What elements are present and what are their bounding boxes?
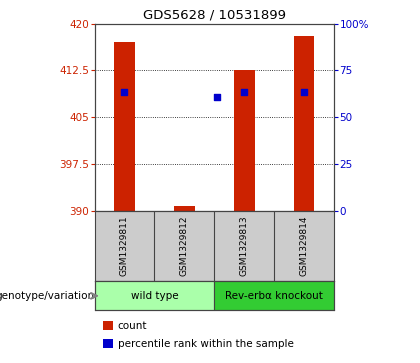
Bar [94,281,214,310]
Text: percentile rank within the sample: percentile rank within the sample [118,339,294,349]
Point [214,94,220,100]
Text: GSM1329811: GSM1329811 [120,216,129,276]
Bar [234,70,255,211]
Bar [294,36,315,211]
Title: GDS5628 / 10531899: GDS5628 / 10531899 [143,8,286,21]
Text: GSM1329812: GSM1329812 [180,216,189,276]
Text: genotype/variation: genotype/variation [0,291,94,301]
Text: wild type: wild type [131,291,178,301]
Point [121,89,128,95]
Text: Rev-erbα knockout: Rev-erbα knockout [225,291,323,301]
Text: GSM1329814: GSM1329814 [299,216,308,276]
Text: count: count [118,321,147,331]
Point [301,89,307,95]
Point [241,89,247,95]
Bar [214,281,334,310]
Bar [174,205,195,211]
Bar [114,42,135,211]
Text: GSM1329813: GSM1329813 [240,216,249,276]
